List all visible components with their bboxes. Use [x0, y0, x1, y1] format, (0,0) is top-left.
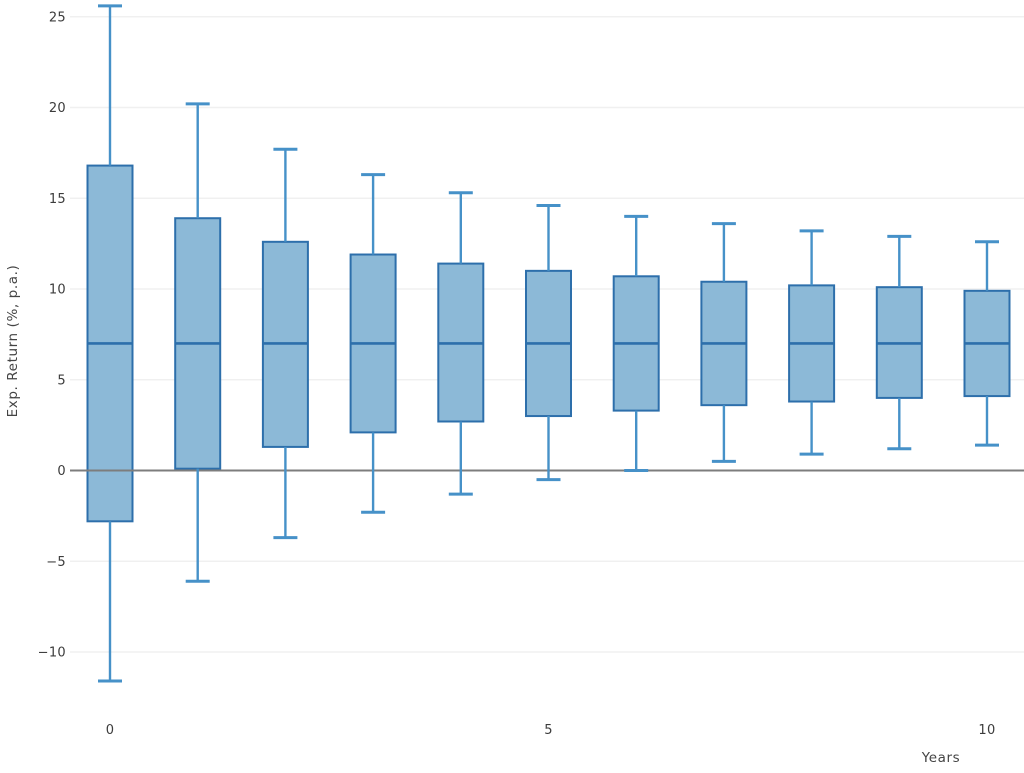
- y-tick-label: −5: [46, 555, 66, 570]
- x-tick-label: 10: [978, 723, 995, 738]
- y-tick-label: 5: [57, 373, 66, 388]
- y-tick-label: −10: [38, 646, 66, 661]
- x-axis-label: Years: [921, 750, 961, 766]
- boxes-layer: [86, 164, 1011, 523]
- y-tick-label: 0: [57, 464, 66, 479]
- y-tick-label: 20: [49, 101, 66, 116]
- x-tick-label: 0: [106, 723, 115, 738]
- whiskers-layer: [98, 4, 999, 683]
- y-tick-label: 10: [49, 283, 66, 298]
- y-tick-label: 15: [49, 192, 66, 207]
- x-tick-label: 5: [544, 723, 553, 738]
- y-tick-labels-layer: −10 −5 0 5 10 15 20 25: [38, 10, 66, 660]
- y-tick-label: 25: [49, 10, 66, 25]
- y-axis-label: Exp. Return (%, p.a.): [5, 265, 21, 418]
- x-tick-labels-layer: 0 5 10: [106, 723, 996, 738]
